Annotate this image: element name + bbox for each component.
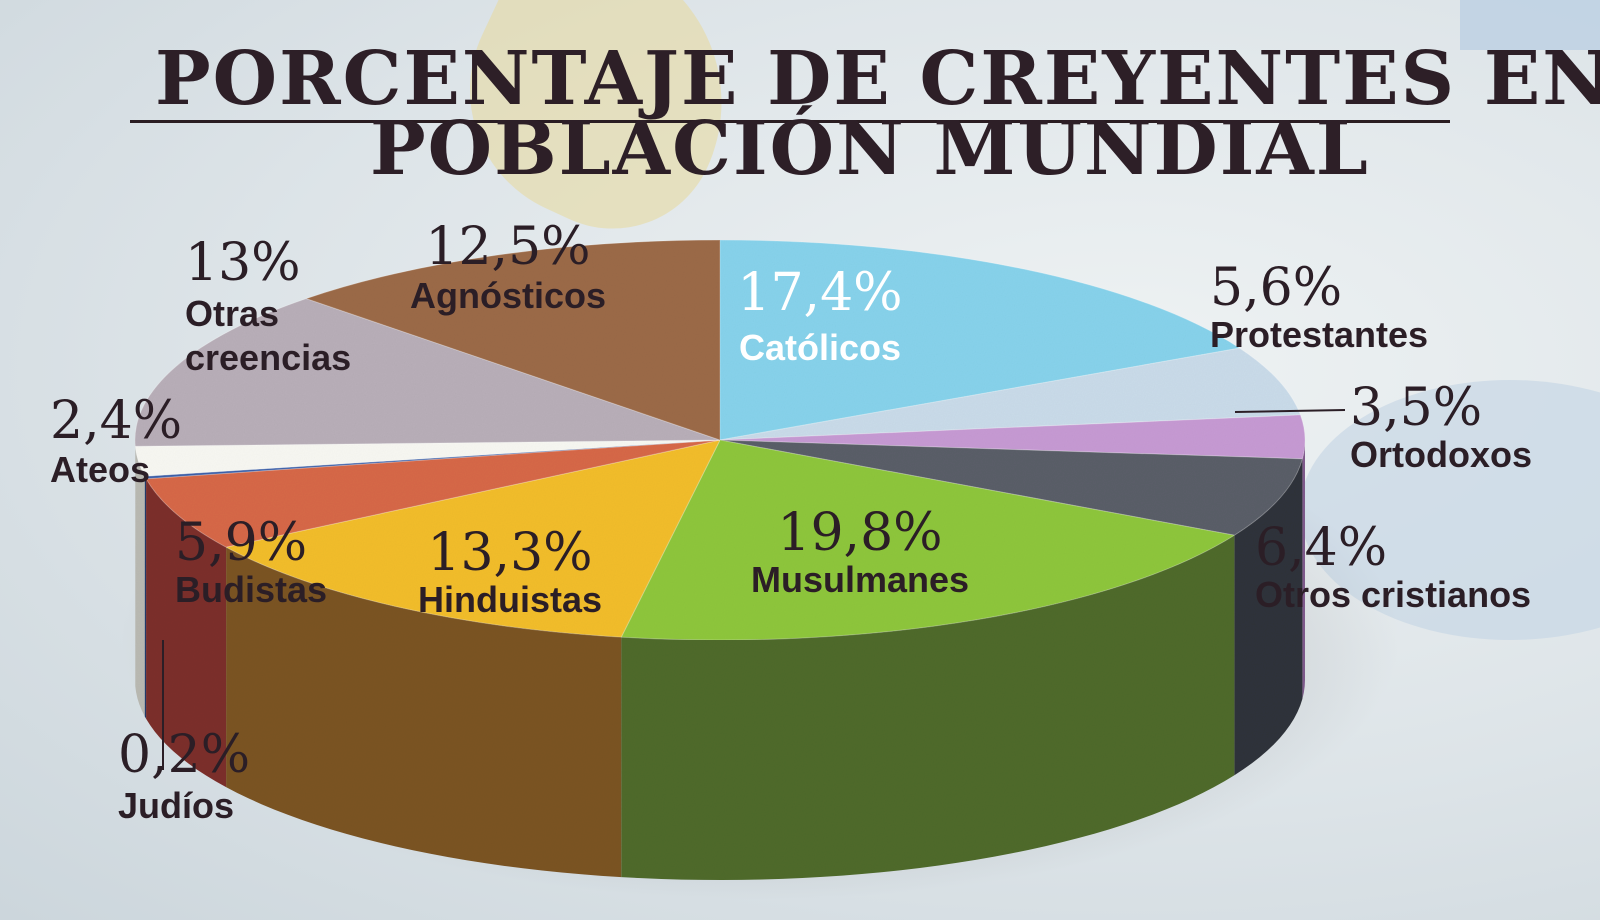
pie-label-layer: 17,4%Católicos 5,6%Protestantes 3,5%Ortodo… <box>50 217 1532 826</box>
slice-side-hinduistas <box>226 547 622 878</box>
slice-hinduistas <box>224 439 721 638</box>
slice-label-hinduistas: Hinduistas <box>418 579 602 620</box>
slice-label-ateos: Ateos <box>50 449 150 490</box>
slice-percent-musulmanes: 19,8% <box>777 503 942 563</box>
slice-label-musulmanes: Musulmanes <box>751 559 969 600</box>
slice-musulmanes <box>620 439 1236 641</box>
chart-title: PORCENTAJE DE CREYENTES EN LA POBLACIÓN … <box>120 28 1600 198</box>
title-underline <box>130 120 1450 123</box>
slice-percent-judios: 0,2% <box>118 725 250 785</box>
slice-percent-agnosticos: 12,5% <box>425 217 590 277</box>
slice-label-judios: Judíos <box>118 785 234 826</box>
pie-top-layer <box>134 239 1306 641</box>
slice-agnosticos <box>304 239 721 441</box>
slice-percent-budistas: 5,9% <box>175 513 307 573</box>
slice-percent-ateos: 2,4% <box>50 391 182 451</box>
slice-percent-hinduistas: 13,3% <box>427 523 592 583</box>
slice-label-otras-creencias-line-1: Otras <box>185 293 279 334</box>
chart-title-line-2: POBLACIÓN MUNDIAL <box>370 106 1370 192</box>
slice-side-musulmanes <box>621 535 1235 880</box>
pie-depth-layer <box>135 440 1305 880</box>
slice-label-ortodoxos: Ortodoxos <box>1350 434 1532 475</box>
slice-otras-creencias <box>134 298 721 447</box>
slice-otros-cristianos <box>719 439 1304 536</box>
leader-line-ortodoxos <box>1234 409 1346 413</box>
slice-side-budistas <box>146 478 227 788</box>
slice-side-ateos <box>135 446 145 717</box>
slice-label-catolicos: Católicos <box>739 327 901 368</box>
slice-side-ortodoxos <box>1302 440 1305 699</box>
slice-percent-ortodoxos: 3,5% <box>1350 378 1482 438</box>
background-corner-shape <box>1460 0 1600 50</box>
slice-label-agnosticos: Agnósticos <box>410 275 606 316</box>
slice-label-protestantes: Protestantes <box>1210 314 1428 355</box>
chart-title-line-1: PORCENTAJE DE CREYENTES EN LA <box>155 36 1600 122</box>
slice-catolicos <box>719 239 1241 441</box>
slice-percent-otras-creencias: 13% <box>185 233 301 293</box>
slice-label-budistas: Budistas <box>175 569 327 610</box>
slice-side-otros-cristianos <box>1234 458 1303 776</box>
slice-label-otras-creencias-line-2: creencias <box>185 337 351 378</box>
slice-percent-otros-cristianos: 6,4% <box>1255 518 1387 578</box>
slice-percent-catolicos: 17,4% <box>737 263 902 323</box>
slice-percent-protestantes: 5,6% <box>1210 258 1342 318</box>
slice-label-otros-cristianos: Otros cristianos <box>1255 574 1531 615</box>
slice-side-judios <box>144 476 147 719</box>
slice-budistas <box>145 439 721 548</box>
